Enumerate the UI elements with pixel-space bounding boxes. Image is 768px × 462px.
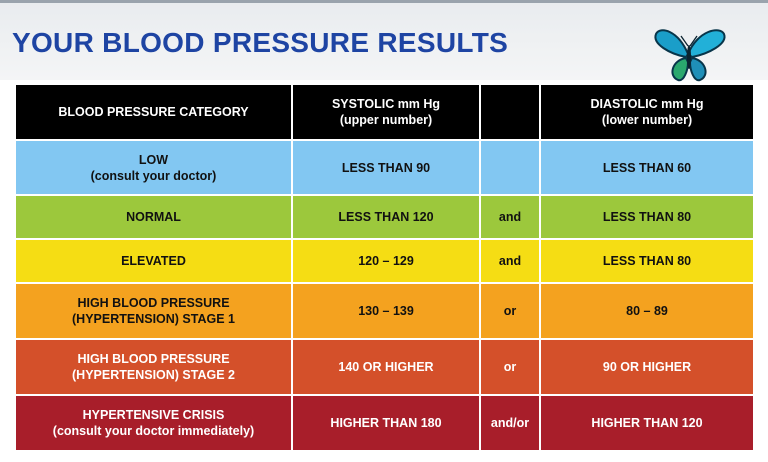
category-line: LOW	[138, 152, 169, 167]
diastolic-cell: LESS THAN 80	[541, 196, 753, 238]
category-cell: NORMAL	[16, 196, 291, 238]
systolic-cell: LESS THAN 90	[293, 141, 479, 194]
diastolic-cell: 90 OR HIGHER	[541, 340, 753, 394]
table-header-row: BLOOD PRESSURE CATEGORY SYSTOLIC mm Hg (…	[16, 85, 753, 139]
table-row: LOW (consult your doctor) LESS THAN 90 L…	[16, 141, 753, 194]
header-diastolic-sub: (lower number)	[601, 113, 693, 127]
table-row: HIGH BLOOD PRESSURE (HYPERTENSION) STAGE…	[16, 284, 753, 338]
systolic-cell: 140 OR HIGHER	[293, 340, 479, 394]
category-line: ELEVATED	[121, 254, 186, 268]
header-category-label: BLOOD PRESSURE CATEGORY	[58, 105, 249, 119]
category-line: (consult your doctor)	[90, 168, 217, 183]
diastolic-cell: HIGHER THAN 120	[541, 396, 753, 450]
table-row: HIGH BLOOD PRESSURE (HYPERTENSION) STAGE…	[16, 340, 753, 394]
table-row: ELEVATED 120 – 129 and LESS THAN 80	[16, 240, 753, 282]
table-row: HYPERTENSIVE CRISIS (consult your doctor…	[16, 396, 753, 450]
systolic-cell: 120 – 129	[293, 240, 479, 282]
systolic-cell: 130 – 139	[293, 284, 479, 338]
connector-cell: and	[481, 240, 539, 282]
header-systolic: SYSTOLIC mm Hg (upper number)	[293, 85, 479, 139]
category-line: (HYPERTENSION) STAGE 1	[72, 312, 235, 326]
diastolic-cell: LESS THAN 80	[541, 240, 753, 282]
blood-pressure-table: BLOOD PRESSURE CATEGORY SYSTOLIC mm Hg (…	[14, 83, 755, 452]
header-diastolic-label: DIASTOLIC mm Hg	[590, 97, 704, 111]
category-line: HYPERTENSIVE CRISIS	[82, 408, 225, 422]
header-category: BLOOD PRESSURE CATEGORY	[16, 85, 291, 139]
table-row: NORMAL LESS THAN 120 and LESS THAN 80	[16, 196, 753, 238]
category-cell: HIGH BLOOD PRESSURE (HYPERTENSION) STAGE…	[16, 340, 291, 394]
connector-cell: or	[481, 340, 539, 394]
connector-cell: or	[481, 284, 539, 338]
header-diastolic: DIASTOLIC mm Hg (lower number)	[541, 85, 753, 139]
category-cell: HIGH BLOOD PRESSURE (HYPERTENSION) STAGE…	[16, 284, 291, 338]
connector-cell: and	[481, 196, 539, 238]
category-line: (HYPERTENSION) STAGE 2	[72, 368, 235, 382]
category-line: HIGH BLOOD PRESSURE	[77, 352, 230, 366]
diastolic-cell: 80 – 89	[541, 284, 753, 338]
header-connector	[481, 85, 539, 139]
connector-cell: and/or	[481, 396, 539, 450]
header-systolic-label: SYSTOLIC mm Hg	[331, 97, 441, 111]
title-band	[0, 0, 768, 80]
category-line: (consult your doctor immediately)	[52, 424, 255, 438]
category-cell: LOW (consult your doctor)	[16, 141, 291, 194]
diastolic-cell: LESS THAN 60	[541, 141, 753, 194]
butterfly-icon	[654, 29, 726, 82]
category-cell: ELEVATED	[16, 240, 291, 282]
systolic-cell: LESS THAN 120	[293, 196, 479, 238]
category-line: NORMAL	[126, 210, 181, 224]
category-line: HIGH BLOOD PRESSURE	[77, 296, 230, 310]
connector-cell	[481, 141, 539, 194]
systolic-cell: HIGHER THAN 180	[293, 396, 479, 450]
page-title: YOUR BLOOD PRESSURE RESULTS	[12, 27, 509, 58]
header-systolic-sub: (upper number)	[339, 113, 433, 127]
category-cell: HYPERTENSIVE CRISIS (consult your doctor…	[16, 396, 291, 450]
